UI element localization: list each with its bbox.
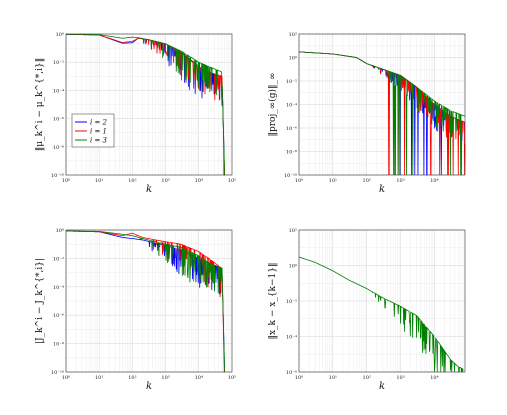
x-axis-label: k (379, 184, 385, 195)
legend-label: i = 2 (90, 119, 108, 127)
x-tick-label: 10¹ (95, 375, 103, 381)
y-tick-label: 10⁰ (56, 32, 64, 38)
x-tick-label: 10³ (396, 375, 404, 381)
y-axis-label: |J_k^i − J_k^{*,i}| (35, 258, 45, 344)
y-tick-label: 10² (289, 228, 297, 234)
x-tick-label: 10³ (161, 375, 169, 381)
y-axis-label: ‖μ_k^i − μ_k^{*,i}‖ (35, 58, 45, 152)
y-tick-label: 10⁻⁸ (286, 150, 297, 156)
y-tick-label: 10⁻⁴ (286, 103, 297, 109)
axes-frame (298, 229, 466, 373)
chart-panel-1: 10⁰ 10¹ 10² 10³ 10⁴ 10⁵ 10⁻¹⁰ 10⁻⁸ 10⁻⁶ 10⁻⁴ 10⁻² 1… (35, 32, 236, 195)
chart-panel-2: 10⁰ 10¹ 10² 10³ 10⁴ 10⁻¹⁰ 10⁻⁸ 10⁻⁶ 10⁻⁴ 10⁻² 10⁰ 1… (267, 32, 466, 195)
x-tick-label: 10² (363, 375, 371, 381)
x-tick-label: 10³ (396, 178, 404, 184)
x-tick-label: 10⁰ (62, 375, 70, 381)
y-tick-label: 10⁻⁴ (286, 335, 297, 341)
y-tick-label: 10⁻⁶ (53, 117, 64, 123)
y-tick-label: 10⁻¹⁰ (51, 370, 64, 376)
x-tick-label: 10¹ (95, 178, 103, 184)
x-tick-label: 10¹ (329, 178, 337, 184)
y-tick-label: 10⁻⁶ (286, 126, 297, 132)
x-tick-label: 10⁰ (295, 375, 303, 381)
x-axis-label: k (146, 184, 152, 195)
y-axis-label: ‖x_k − x_{k−1}‖ (268, 262, 278, 339)
chart-panel-4: 10⁰ 10¹ 10² 10³ 10⁴ 10⁻⁶ 10⁻⁴ 10⁻² 10⁰ 10² k ‖x_k −… (268, 228, 466, 392)
y-tick-label: 10⁻⁶ (286, 370, 297, 376)
legend-label: i = 1 (90, 128, 107, 136)
y-tick-label: 10⁻² (53, 256, 64, 262)
legend-label: i = 3 (90, 137, 108, 145)
y-tick-label: 10⁻¹⁰ (51, 173, 64, 179)
y-tick-label: 10⁻⁴ (53, 88, 64, 94)
series-line (298, 256, 464, 373)
axes-frame (298, 33, 466, 176)
x-axis-label: k (379, 381, 385, 392)
x-tick-label: 10⁰ (295, 178, 303, 184)
y-tick-label: 10⁻⁴ (53, 285, 64, 291)
y-tick-label: 10⁻² (286, 79, 297, 85)
y-tick-label: 10⁻² (53, 60, 64, 66)
series-line (65, 230, 226, 373)
x-tick-label: 10⁴ (195, 375, 203, 381)
x-tick-label: 10⁵ (228, 375, 236, 381)
x-tick-label: 10² (128, 178, 136, 184)
x-tick-label: 10⁴ (430, 375, 438, 381)
x-tick-label: 10⁰ (62, 178, 70, 184)
y-tick-label: 10⁻⁶ (53, 313, 64, 319)
chart-panel-3: 10⁰ 10¹ 10² 10³ 10⁴ 10⁵ 10⁻¹⁰ 10⁻⁸ 10⁻⁶ 10⁻⁴ 10⁻² 1… (35, 228, 236, 392)
x-axis-label: k (146, 381, 152, 392)
y-tick-label: 10⁰ (56, 228, 64, 234)
y-tick-label: 10⁻⁸ (53, 145, 64, 151)
y-tick-label: 10⁻¹⁰ (284, 173, 297, 179)
axes-frame (65, 229, 233, 373)
x-tick-label: 10⁴ (195, 178, 203, 184)
x-tick-label: 10³ (161, 178, 169, 184)
legend: i = 2i = 1i = 3 (71, 113, 115, 148)
x-tick-label: 10⁵ (228, 178, 236, 184)
x-tick-label: 10¹ (329, 375, 337, 381)
x-tick-label: 10² (363, 178, 371, 184)
x-tick-label: 10⁴ (430, 178, 438, 184)
y-tick-label: 10⁻² (286, 299, 297, 305)
y-tick-label: 10⁻⁸ (53, 342, 64, 348)
series-line (298, 51, 466, 176)
series-line (65, 33, 226, 176)
y-tick-label: 10⁰ (289, 56, 297, 62)
axes-frame (65, 33, 233, 176)
x-tick-label: 10² (128, 375, 136, 381)
y-axis-label: ‖proj_∞(g)‖_∞ (267, 72, 278, 136)
y-tick-label: 10² (289, 32, 297, 38)
y-tick-label: 10⁰ (289, 264, 297, 270)
